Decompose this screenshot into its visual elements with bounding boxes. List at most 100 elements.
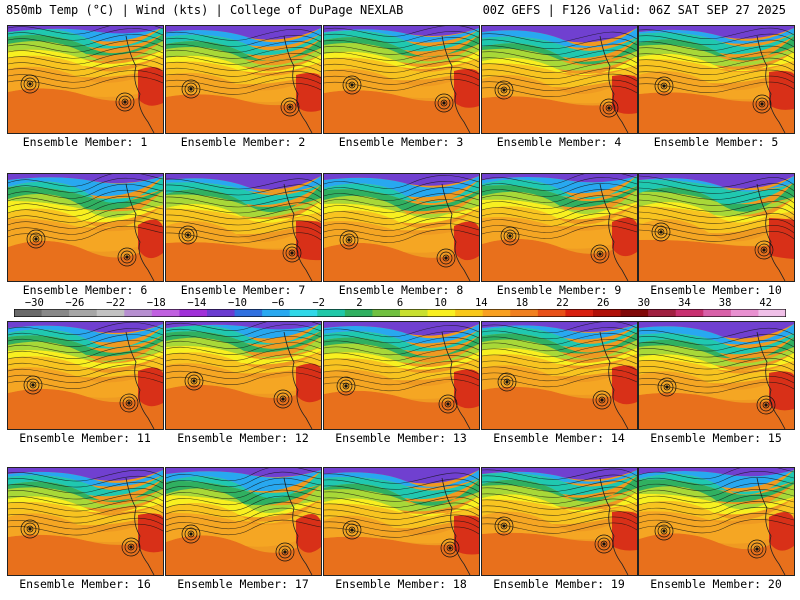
ensemble-map-panel — [323, 321, 480, 430]
ensemble-map-panel — [638, 173, 795, 282]
low-center — [502, 88, 505, 91]
ensemble-member-label: Ensemble Member: 5 — [637, 135, 795, 149]
warm-temperature-patch — [769, 512, 794, 551]
colorbar-segment — [42, 309, 70, 317]
low-center — [28, 82, 31, 85]
temperature-field-map — [482, 174, 637, 281]
temperature-field-map — [639, 322, 794, 429]
low-center — [350, 83, 353, 86]
warm-temperature-patch — [296, 514, 321, 553]
colorbar-tick-label: −18 — [147, 297, 166, 309]
warm-temperature-patch — [769, 371, 794, 410]
colorbar-tick-label: 10 — [434, 297, 447, 309]
temperature-field-map — [639, 174, 794, 281]
ensemble-map-panel — [323, 467, 480, 576]
ensemble-member-label: Ensemble Member: 10 — [637, 283, 795, 297]
temperature-field-map — [8, 26, 163, 133]
low-center — [129, 545, 132, 548]
colorbar-tick-label: −6 — [272, 297, 285, 309]
ensemble-member-label: Ensemble Member: 15 — [637, 431, 795, 445]
low-center — [662, 529, 665, 532]
low-center — [600, 398, 603, 401]
low-center — [442, 101, 445, 104]
temperature-field-map — [166, 26, 321, 133]
temperature-field-map — [639, 26, 794, 133]
colorbar-tick-label: 6 — [397, 297, 403, 309]
colorbar-tick-label: −10 — [228, 297, 247, 309]
ensemble-member-label: Ensemble Member: 7 — [164, 283, 322, 297]
ensemble-member-label: Ensemble Member: 14 — [480, 431, 638, 445]
low-center — [34, 237, 37, 240]
colorbar-tick-label: 38 — [719, 297, 732, 309]
ensemble-map-panel — [323, 173, 480, 282]
warm-temperature-patch — [138, 513, 163, 552]
ensemble-map-panel — [165, 467, 322, 576]
warm-temperature-patch — [138, 367, 163, 406]
low-center — [344, 384, 347, 387]
colorbar-segment — [621, 309, 649, 317]
ensemble-map-panel — [165, 173, 322, 282]
low-center — [602, 542, 605, 545]
colorbar-segment — [235, 309, 263, 317]
temperature-field-map — [482, 322, 637, 429]
colorbar-segment — [565, 309, 593, 317]
temperature-field-map — [8, 468, 163, 575]
warm-temperature-patch — [612, 75, 637, 114]
temperature-field-map — [482, 26, 637, 133]
temperature-field-map — [166, 322, 321, 429]
low-center — [288, 105, 291, 108]
chart-title: 850mb Temp (°C) | Wind (kts) | College o… — [6, 3, 403, 17]
ensemble-member-label: Ensemble Member: 3 — [322, 135, 480, 149]
ensemble-member-label: Ensemble Member: 11 — [6, 431, 164, 445]
warm-temperature-patch — [296, 363, 321, 402]
low-center — [192, 379, 195, 382]
ensemble-map-panel — [7, 25, 164, 134]
temperature-field-map — [324, 26, 479, 133]
colorbar-segment — [593, 309, 621, 317]
colorbar-segment — [510, 309, 538, 317]
low-center — [764, 403, 767, 406]
colorbar-segment — [207, 309, 235, 317]
colorbar-tick-label: −2 — [312, 297, 325, 309]
low-center — [665, 385, 668, 388]
colorbar-segment — [262, 309, 290, 317]
colorbar-segment — [758, 309, 786, 317]
ensemble-map-panel — [165, 25, 322, 134]
colorbar-tick-label: 14 — [475, 297, 488, 309]
colorbar-segment — [97, 309, 125, 317]
warm-temperature-patch — [296, 73, 321, 112]
low-center — [505, 380, 508, 383]
low-center — [189, 87, 192, 90]
ensemble-map-panel — [481, 173, 638, 282]
low-center — [31, 383, 34, 386]
low-center — [760, 102, 763, 105]
ensemble-map-panel — [638, 25, 795, 134]
temperature-field-map — [639, 468, 794, 575]
low-center — [448, 546, 451, 549]
colorbar-segment — [731, 309, 759, 317]
colorbar-tick-label: 34 — [678, 297, 691, 309]
low-center — [444, 256, 447, 259]
low-center — [446, 402, 449, 405]
low-center — [281, 397, 284, 400]
colorbar-segment — [455, 309, 483, 317]
low-center — [755, 547, 758, 550]
ensemble-member-label: Ensemble Member: 17 — [164, 577, 322, 591]
low-center — [502, 524, 505, 527]
low-center — [659, 230, 662, 233]
temperature-field-map — [482, 468, 637, 575]
colorbar-segment — [345, 309, 373, 317]
ensemble-member-label: Ensemble Member: 19 — [480, 577, 638, 591]
low-center — [290, 251, 293, 254]
colorbar-tick-label: 22 — [556, 297, 569, 309]
temperature-field-map — [324, 174, 479, 281]
colorbar-tick-label: −14 — [187, 297, 206, 309]
colorbar-tick-labels: −30 −26 −22 −18 −14 −10 −6 −2 2 6 10 14 18 22 26 30 34 38… — [0, 297, 800, 309]
ensemble-map-panel — [481, 25, 638, 134]
temperature-colorbar — [14, 309, 786, 317]
colorbar-segment — [400, 309, 428, 317]
colorbar-tick-label: −22 — [106, 297, 125, 309]
colorbar-segment — [483, 309, 511, 317]
temperature-field-map — [166, 174, 321, 281]
low-center — [123, 100, 126, 103]
